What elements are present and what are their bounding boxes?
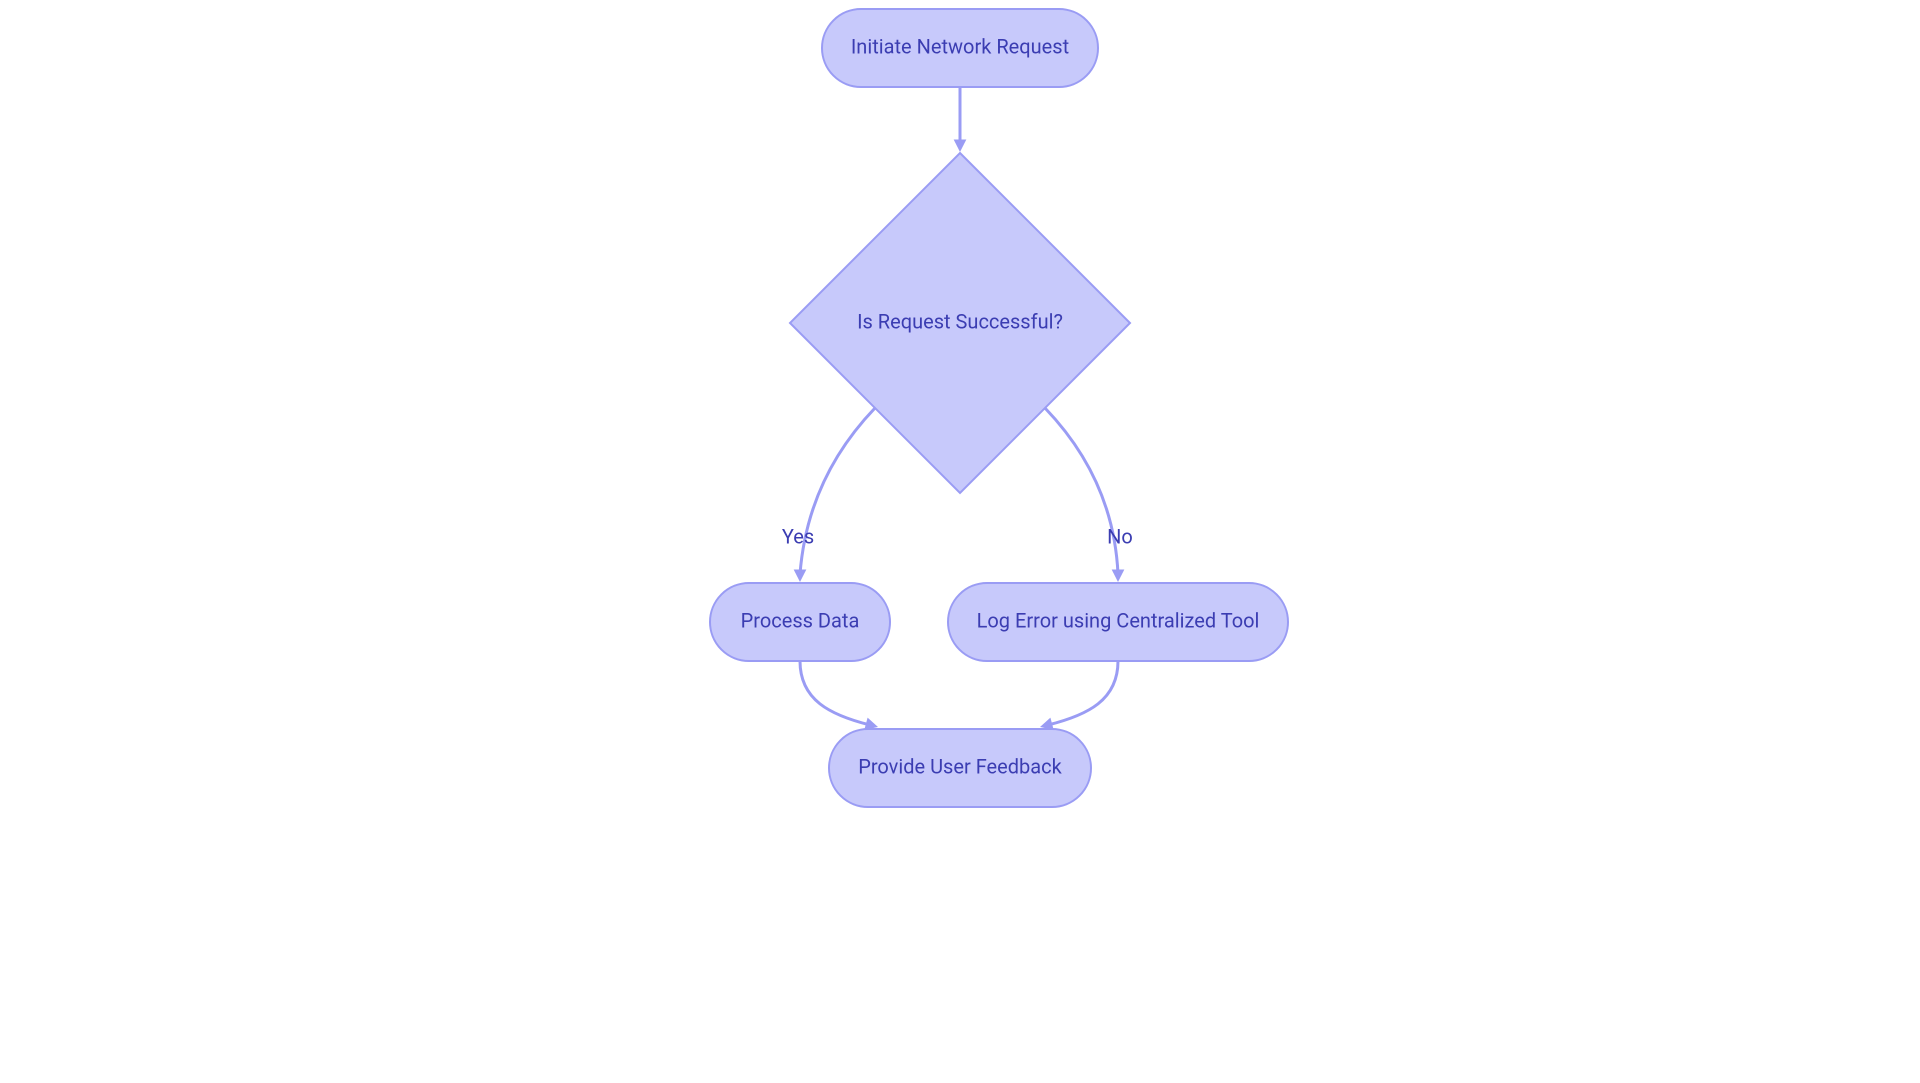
node-label-process: Process Data — [741, 608, 860, 632]
flowchart-canvas: Initiate Network Request Is Request Succe… — [0, 0, 1920, 1083]
edge-arrow-e3 — [1112, 570, 1125, 582]
edge-label-e2: Yes — [782, 524, 814, 548]
edge-arrow-e1 — [954, 140, 967, 152]
node-label-decision: Is Request Successful? — [857, 309, 1063, 333]
edge-e4 — [800, 661, 870, 725]
edge-arrow-e2 — [794, 570, 807, 582]
edge-e2 — [800, 408, 875, 574]
edge-label-e3: No — [1107, 524, 1133, 548]
edge-e3 — [1045, 408, 1118, 574]
node-label-logerror: Log Error using Centralized Tool — [977, 608, 1260, 632]
node-label-initiate: Initiate Network Request — [851, 34, 1069, 58]
node-label-feedback: Provide User Feedback — [858, 754, 1062, 778]
edge-e5 — [1048, 661, 1118, 725]
